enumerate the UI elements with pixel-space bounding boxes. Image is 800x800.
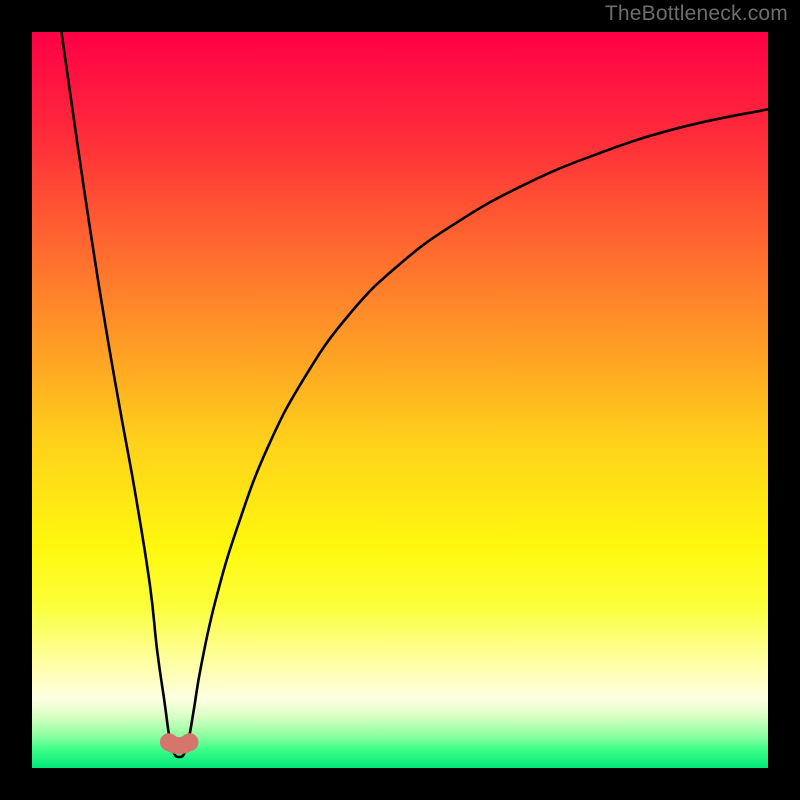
bottleneck-chart xyxy=(0,0,800,800)
plot-gradient-background xyxy=(32,32,768,768)
curve-minimum-dot xyxy=(160,733,178,751)
attribution-label: TheBottleneck.com xyxy=(605,2,788,26)
chart-stage: TheBottleneck.com xyxy=(0,0,800,800)
curve-minimum-dot xyxy=(181,733,199,751)
